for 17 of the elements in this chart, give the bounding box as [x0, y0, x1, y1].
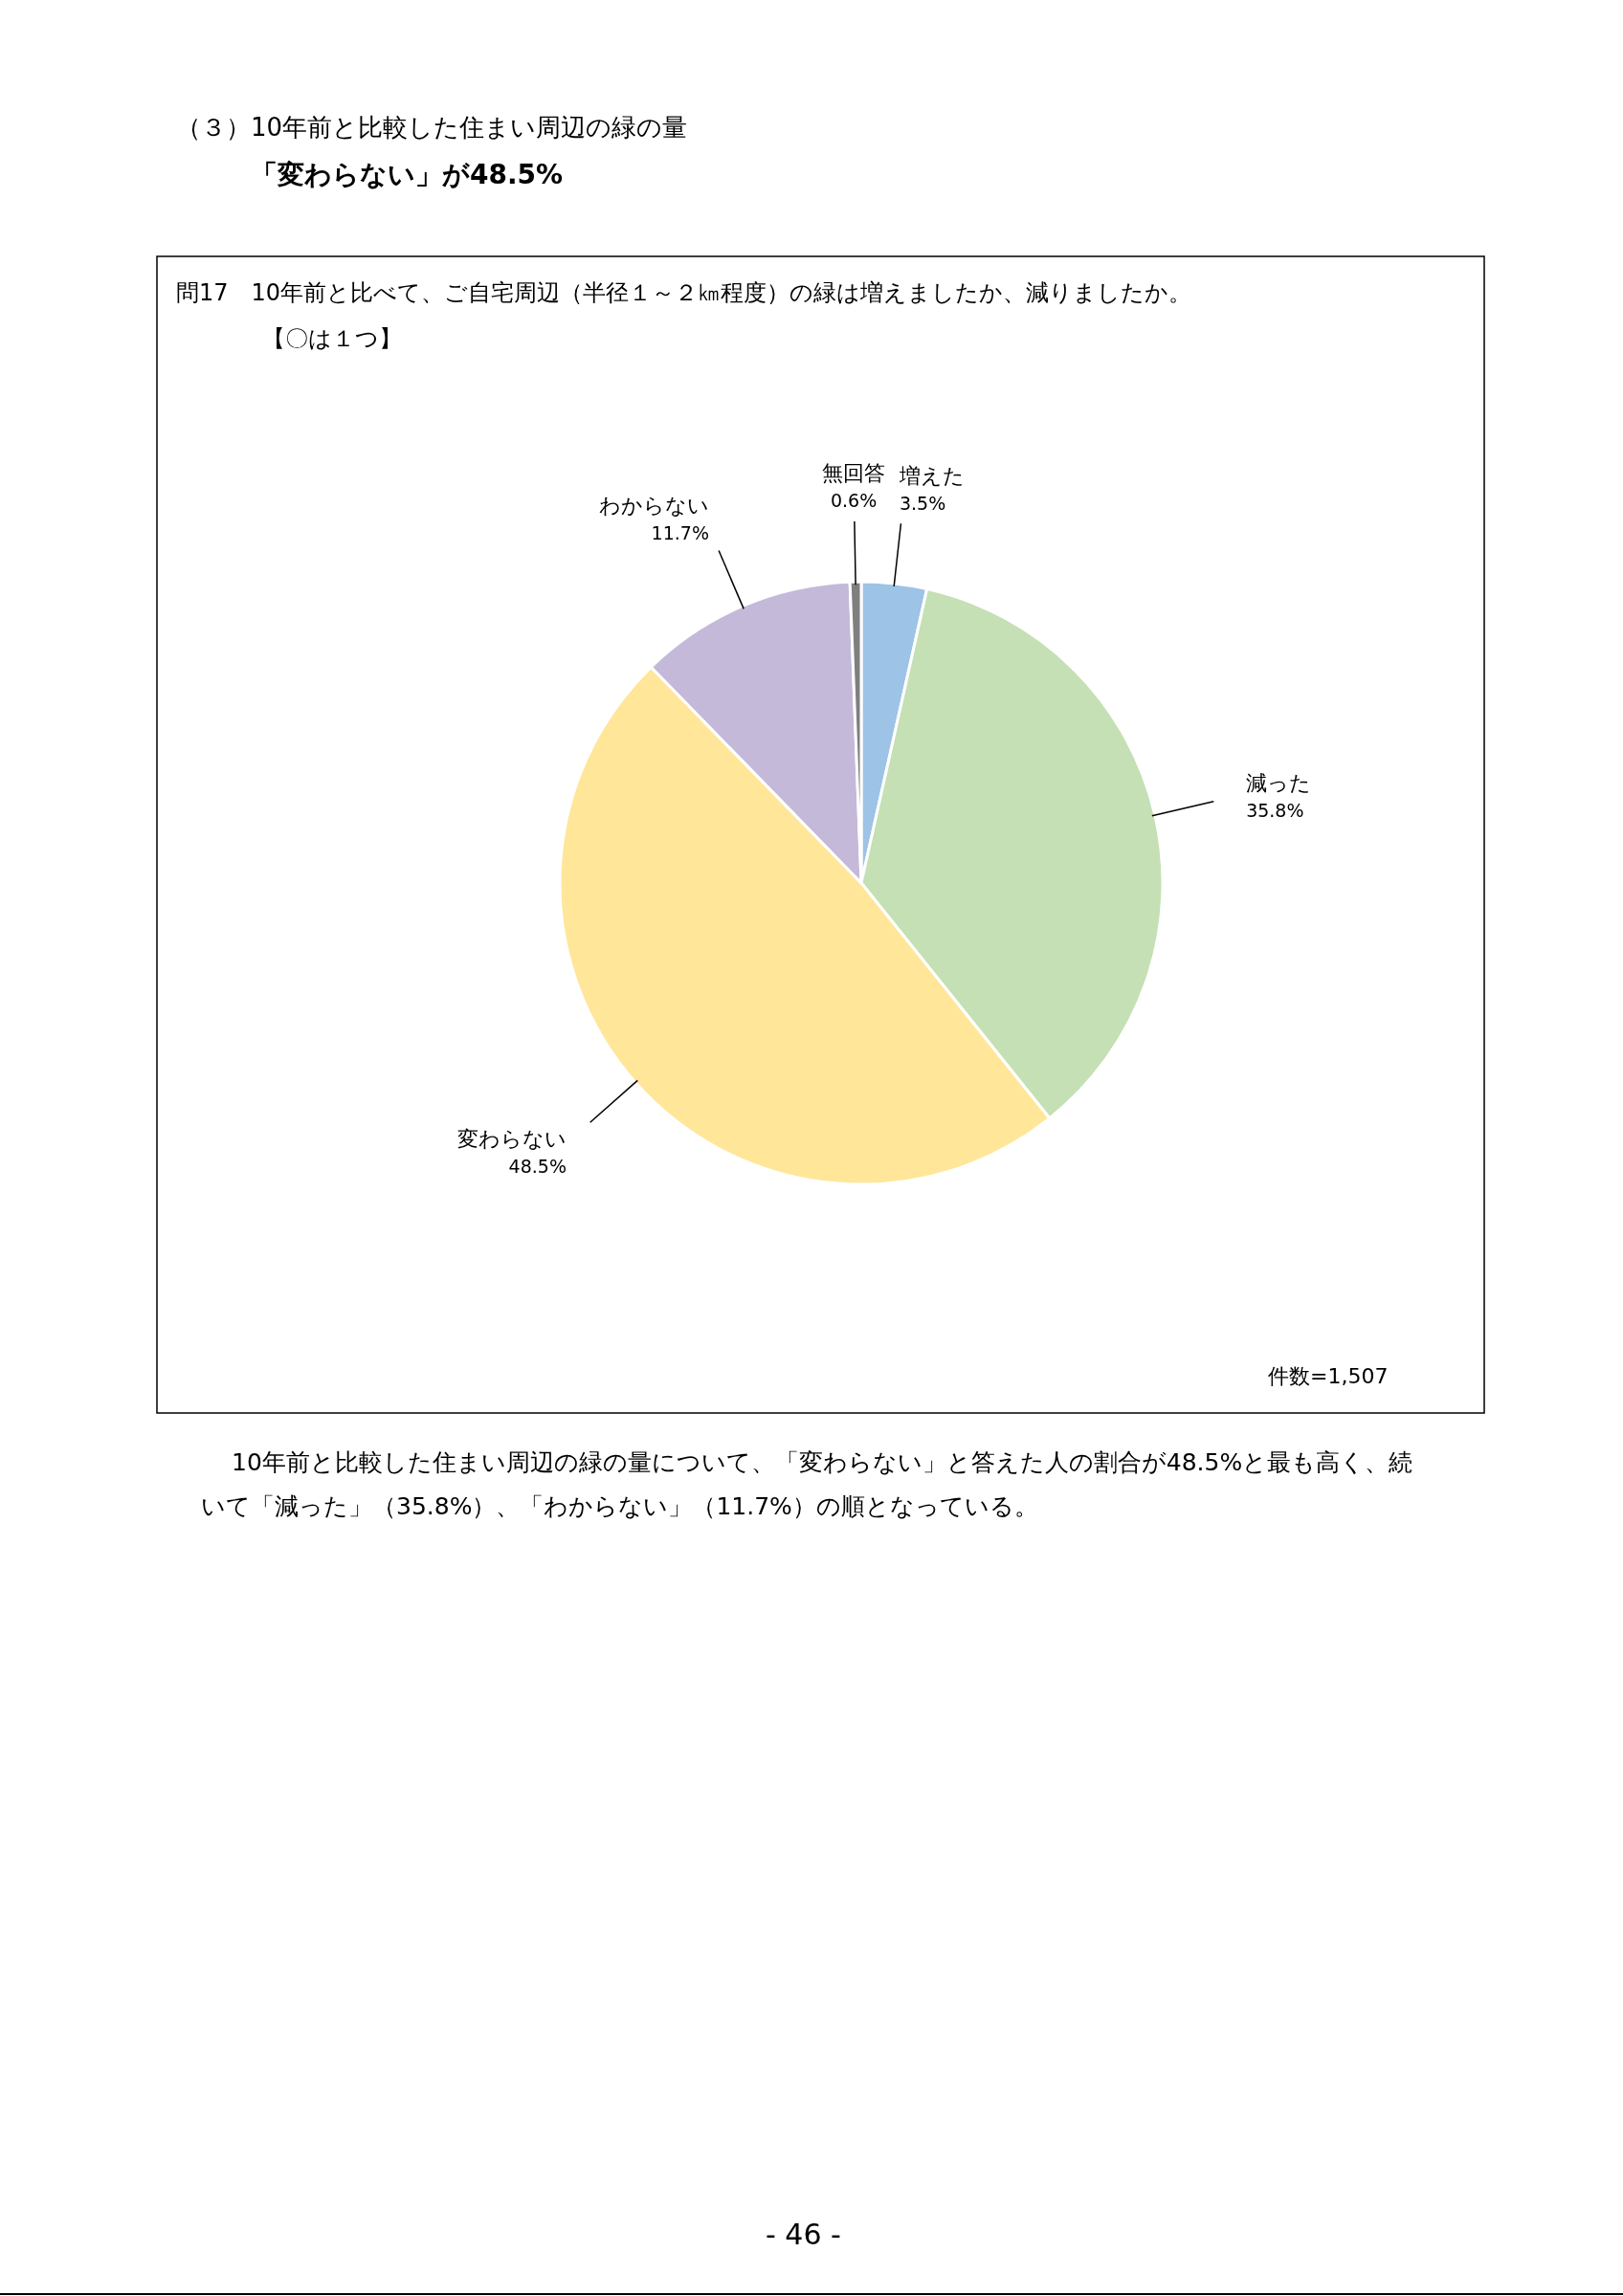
- chart-title: （３）10年前と比較した住まい周辺の緑の量: [176, 112, 688, 144]
- text: 件数=1,507: [1268, 1363, 1389, 1390]
- slice-label: 無回答: [822, 461, 886, 486]
- chart-subtitle: 「変わらない」が48.5%: [251, 158, 564, 192]
- slice-label: 変わらない: [456, 1127, 567, 1152]
- slice-label: わからない: [598, 493, 709, 518]
- data-label: 0.6%: [830, 490, 878, 512]
- data-label: 35.8%: [1246, 800, 1304, 822]
- data-label: 11.7%: [651, 521, 709, 543]
- data-label: 48.5%: [508, 1156, 567, 1178]
- data-label: 3.5%: [899, 492, 946, 514]
- text: 10年前と比較した住まい周辺の緑の量について、「変わらない」と答えた人の割合が48.5%と最も高く、続いて「減った」（35.8%）、「わからない」（11.7%）の順となっている。: [201, 1447, 1414, 1522]
- text: 【〇は１つ】: [262, 324, 402, 354]
- slice-label: 減った: [1246, 771, 1312, 796]
- text: - 46 -: [766, 2218, 841, 2251]
- text: 問17 10年前と比べて、ご自宅周辺（半径１～２㎞程度）の緑は増えましたか、減りましたか。: [176, 278, 1192, 308]
- slice-label: 増えた: [898, 463, 965, 488]
